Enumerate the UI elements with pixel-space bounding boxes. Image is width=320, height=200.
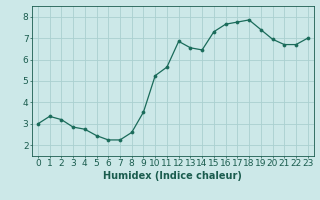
X-axis label: Humidex (Indice chaleur): Humidex (Indice chaleur) (103, 171, 242, 181)
